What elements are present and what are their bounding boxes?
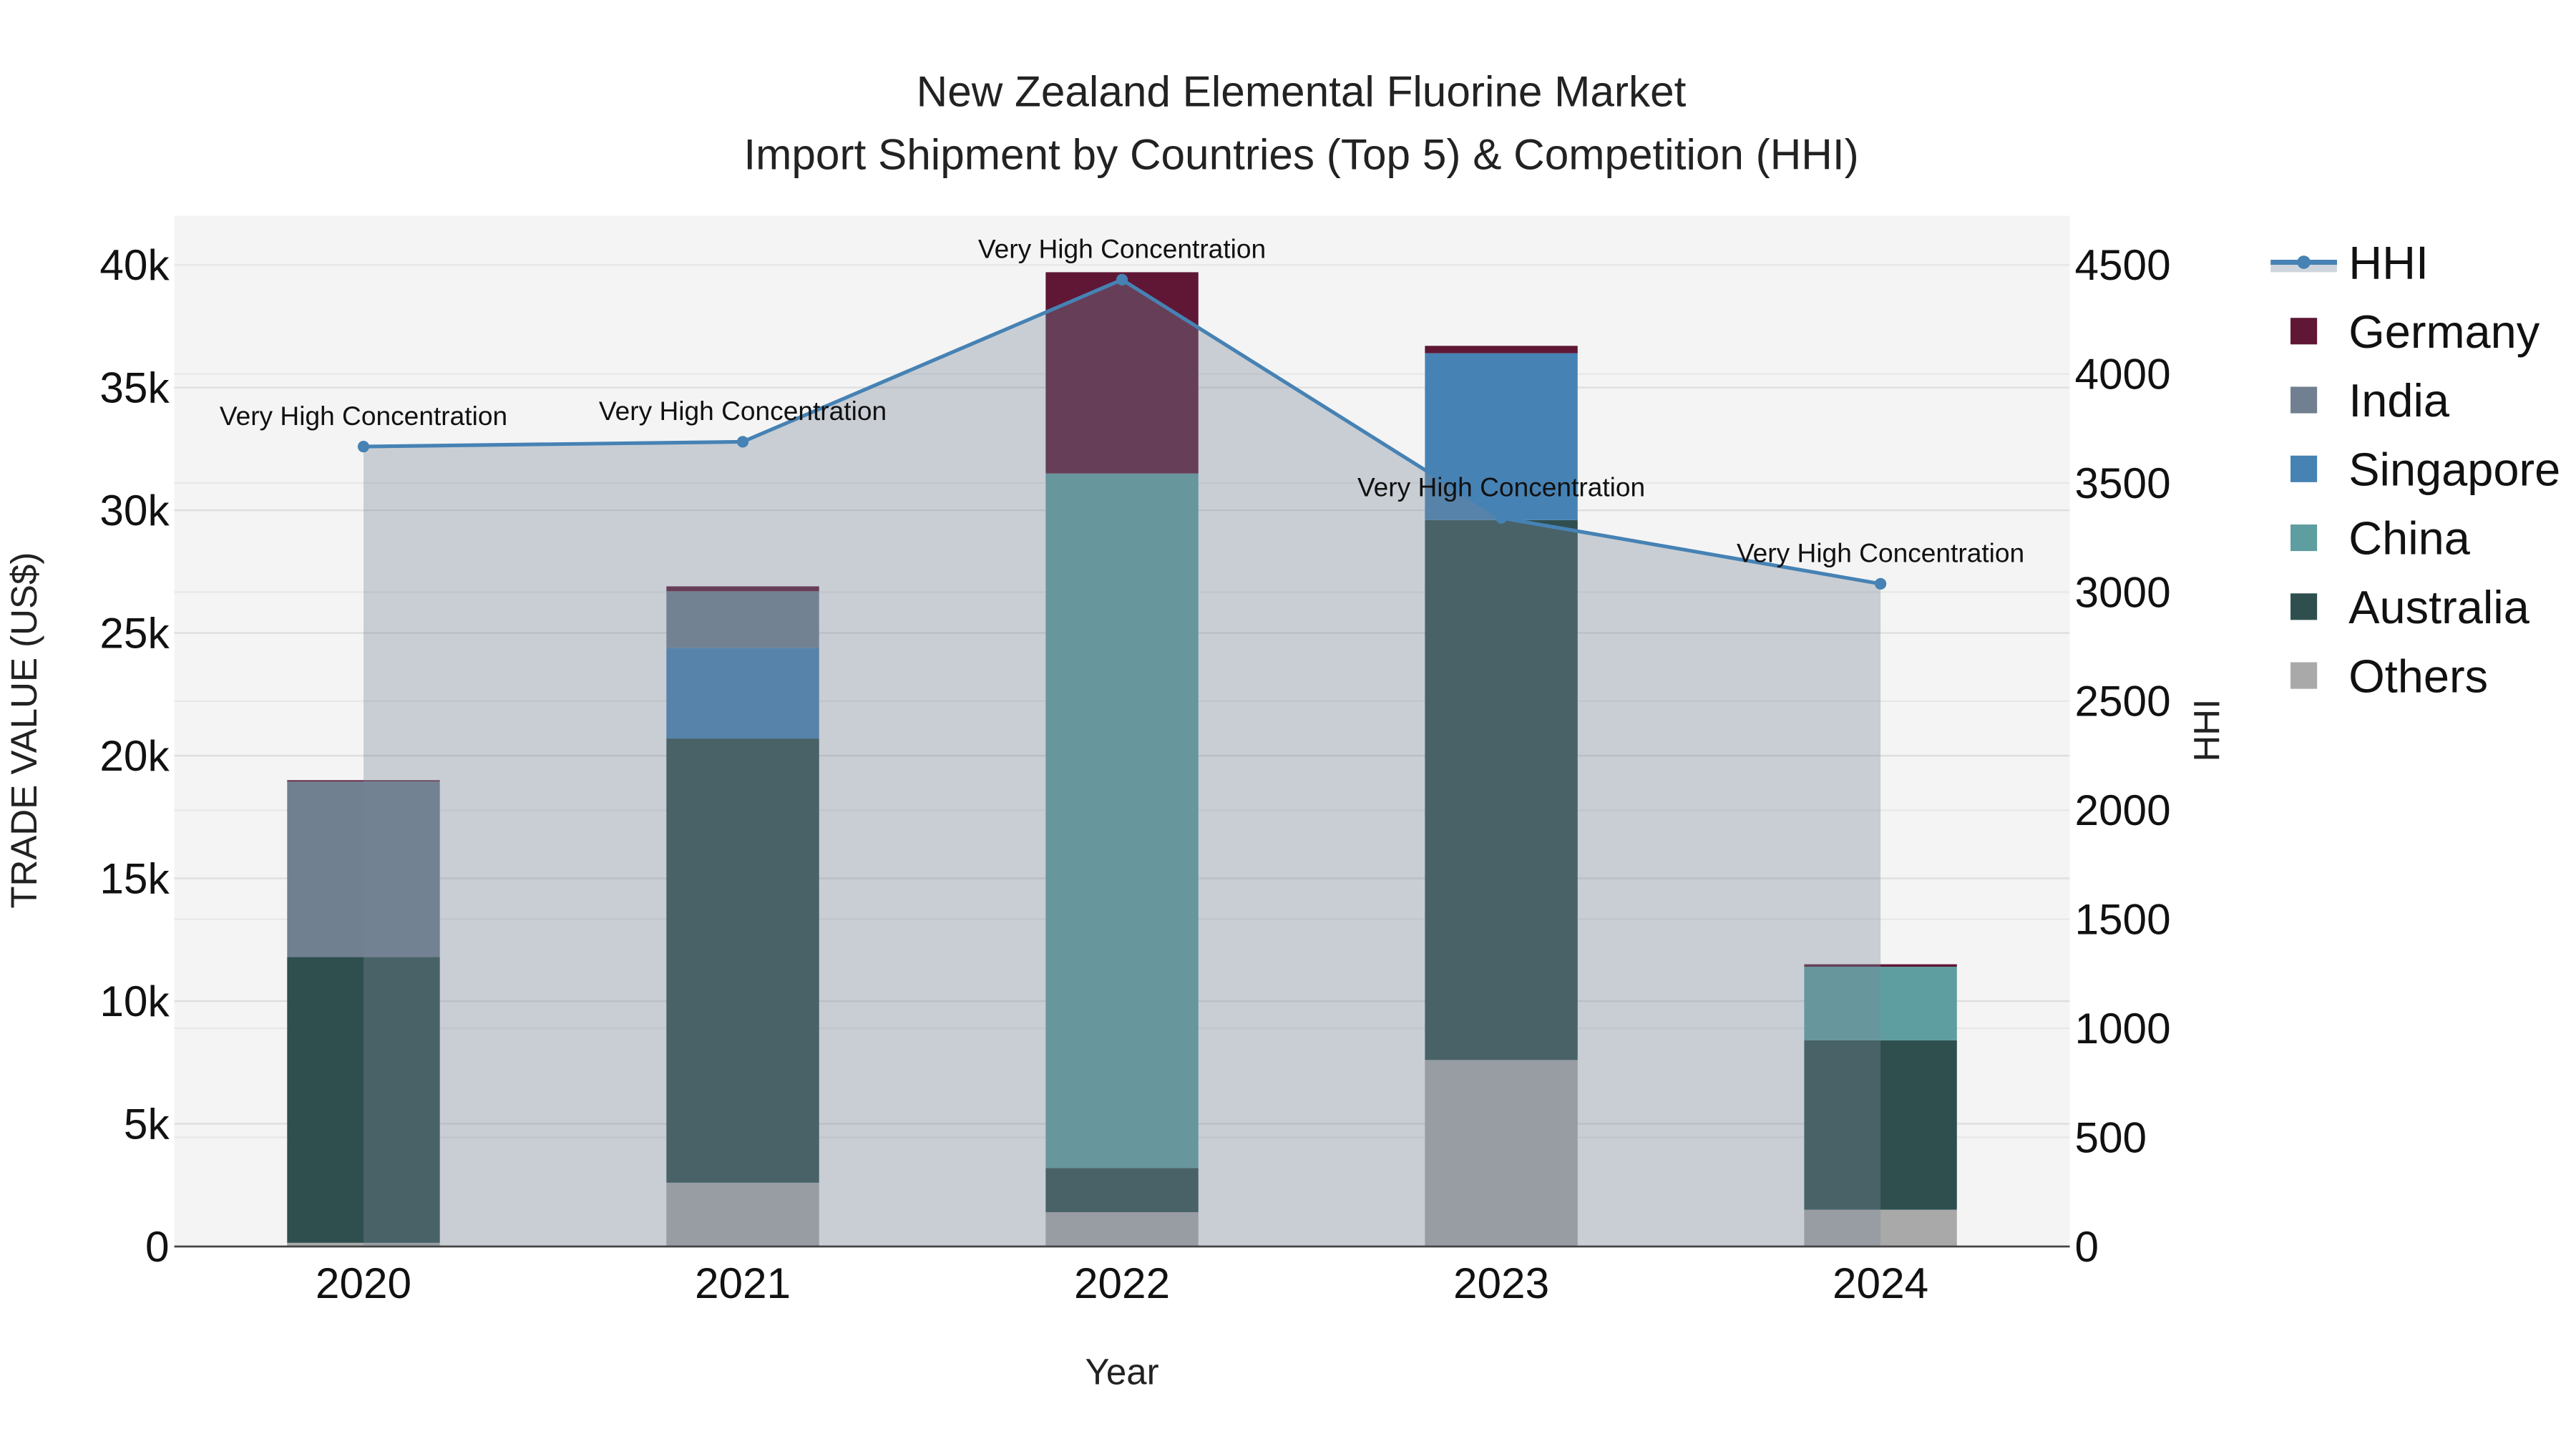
x-tick-label: 2020 — [316, 1259, 411, 1307]
y2-tick-label: 3500 — [2074, 459, 2170, 507]
hhi-point-2022 — [1116, 273, 1128, 286]
y-axis-label: TRADE VALUE (US$) — [4, 552, 44, 909]
legend-hhi-marker — [2297, 255, 2311, 269]
x-axis-label: Year — [1085, 1352, 1159, 1392]
y-tick-label: 40k — [99, 240, 170, 289]
y2-tick-label: 2000 — [2074, 786, 2170, 834]
legend-swatch-india — [2290, 386, 2318, 414]
y2-tick-label: 1500 — [2074, 895, 2170, 944]
legend: HHI Germany India Singapore China Australia Ot… — [2270, 237, 2560, 702]
y-tick-label: 15k — [99, 854, 170, 902]
hhi-annotation-2023: Very High Concentration — [1357, 472, 1645, 502]
legend-swatch-singapore — [2290, 455, 2318, 482]
bar-australia-2022 — [1045, 1168, 1199, 1212]
y-tick-label: 35k — [99, 363, 170, 411]
x-tick-label: 2022 — [1074, 1259, 1170, 1307]
y2-tick-label: 500 — [2074, 1113, 2147, 1161]
hhi-point-2023 — [1495, 512, 1508, 524]
bar-others-2020 — [287, 1242, 440, 1247]
legend-label-hhi: HHI — [2348, 237, 2429, 289]
bar-germany-2021 — [666, 586, 819, 592]
legend-label-india: India — [2348, 374, 2450, 426]
y2-tick-label: 0 — [2074, 1222, 2099, 1271]
hhi-point-2021 — [736, 436, 749, 448]
y2-tick-label: 1000 — [2074, 1004, 2170, 1053]
bar-australia-2024 — [1804, 1040, 1957, 1210]
hhi-annotation-2020: Very High Concentration — [220, 401, 507, 431]
bar-australia-2020 — [287, 957, 440, 1243]
legend-swatch-australia — [2290, 593, 2318, 620]
x-tick-label: 2021 — [695, 1259, 791, 1307]
bar-others-2021 — [666, 1182, 819, 1247]
legend-label-china: China — [2348, 512, 2471, 565]
hhi-point-2024 — [1874, 577, 1887, 590]
x-axis-ticks: 2020 2021 2022 2023 2024 — [316, 1259, 1928, 1307]
y2-tick-label: 4000 — [2074, 349, 2170, 398]
bar-singapore-2023 — [1425, 353, 1578, 520]
y-tick-label: 25k — [99, 608, 170, 657]
y-tick-label: 10k — [99, 977, 170, 1025]
y-tick-label: 5k — [124, 1099, 170, 1148]
bar-germany-2023 — [1425, 346, 1578, 353]
bar-others-2024 — [1804, 1209, 1957, 1247]
legend-label-germany: Germany — [2348, 306, 2540, 358]
hhi-series: Very High Concentration Very High Concent… — [220, 234, 2024, 1247]
chart-title: New Zealand Elemental Fluorine Market — [917, 67, 1687, 115]
y-axis-ticks: 0 5k 10k 15k 20k 25k 30k 35k 40k — [99, 240, 170, 1271]
bar-others-2023 — [1425, 1060, 1578, 1247]
bar-india-2020 — [287, 781, 440, 957]
y-tick-label: 30k — [99, 486, 170, 535]
bar-germany-2020 — [287, 780, 440, 782]
bar-australia-2021 — [666, 738, 819, 1183]
y-tick-label: 0 — [145, 1222, 170, 1271]
bar-germany-2024 — [1804, 964, 1957, 967]
legend-label-singapore: Singapore — [2348, 443, 2560, 495]
x-tick-label: 2024 — [1833, 1259, 1928, 1307]
bar-singapore-2021 — [666, 648, 819, 739]
legend-swatch-others — [2290, 662, 2318, 689]
legend-swatch-germany — [2290, 318, 2318, 345]
chart-subtitle: Import Shipment by Countries (Top 5) & C… — [743, 130, 1858, 179]
y2-tick-label: 3000 — [2074, 567, 2170, 616]
y2-axis-label: HHI — [2186, 699, 2227, 762]
hhi-point-2020 — [357, 440, 370, 453]
y-tick-label: 20k — [99, 731, 170, 780]
y2-tick-label: 4500 — [2074, 240, 2170, 289]
bar-india-2021 — [666, 591, 819, 648]
hhi-annotation-2022: Very High Concentration — [978, 234, 1266, 264]
y2-tick-label: 2500 — [2074, 677, 2170, 726]
legend-swatch-china — [2290, 524, 2318, 552]
bar-china-2022 — [1045, 473, 1199, 1169]
bar-others-2022 — [1045, 1211, 1199, 1247]
hhi-annotation-2024: Very High Concentration — [1737, 538, 2024, 568]
hhi-annotation-2021: Very High Concentration — [599, 396, 887, 426]
bars — [287, 272, 1957, 1247]
legend-label-others: Others — [2348, 650, 2488, 702]
x-tick-label: 2023 — [1453, 1259, 1549, 1307]
legend-label-australia: Australia — [2348, 581, 2530, 633]
bar-australia-2023 — [1425, 519, 1578, 1060]
y2-axis-ticks: 0 500 1000 1500 2000 2500 3000 3500 4000 4500 — [2074, 240, 2170, 1271]
bar-china-2024 — [1804, 967, 1957, 1040]
bar-germany-2022 — [1045, 272, 1199, 474]
